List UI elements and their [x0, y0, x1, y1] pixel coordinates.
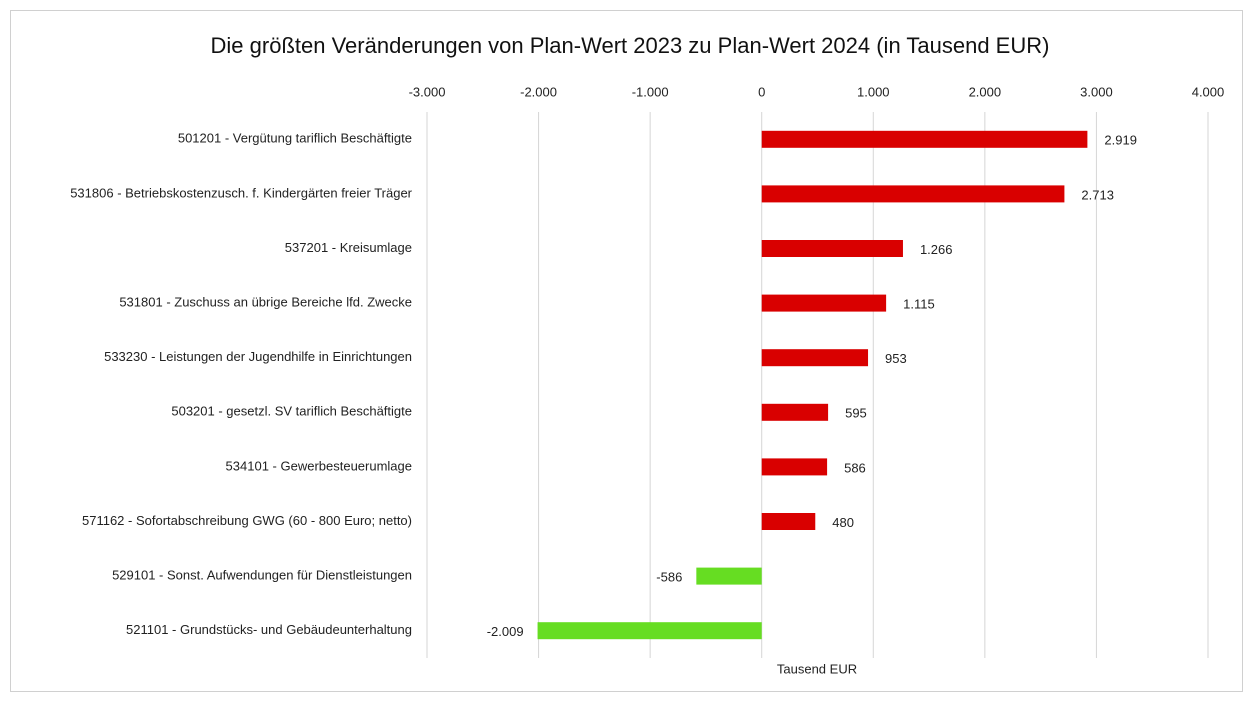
bar — [761, 130, 1088, 148]
x-axis-title: Tausend EUR — [777, 661, 857, 676]
value-label: 2.713 — [1081, 187, 1114, 202]
bar — [761, 403, 829, 421]
y-tick-label: 534101 - Gewerbesteuerumlage — [226, 458, 412, 473]
x-tick-label: -1.000 — [632, 84, 669, 99]
value-label: 1.266 — [920, 242, 953, 257]
bar — [696, 567, 762, 585]
x-tick-label: 0 — [758, 84, 765, 99]
x-tick-label: -2.000 — [520, 84, 557, 99]
y-tick-label: 533230 - Leistungen der Jugendhilfe in E… — [104, 349, 412, 364]
y-tick-label: 537201 - Kreisumlage — [285, 240, 412, 255]
bar — [761, 458, 828, 476]
y-tick-label: 531806 - Betriebskostenzusch. f. Kinderg… — [70, 185, 412, 200]
y-tick-label: 521101 - Grundstücks- und Gebäudeunterha… — [126, 622, 412, 637]
value-label: 953 — [885, 351, 907, 366]
value-label: 595 — [845, 406, 867, 421]
value-label: 480 — [832, 515, 854, 530]
y-tick-label: 503201 - gesetzl. SV tariflich Beschäfti… — [171, 404, 412, 419]
value-label: 1.115 — [903, 297, 935, 312]
bar — [761, 185, 1065, 203]
chart-border — [10, 10, 1243, 692]
bar — [761, 240, 903, 257]
value-label: 586 — [844, 460, 866, 475]
x-tick-label: -3.000 — [409, 84, 446, 99]
y-tick-label: 531801 - Zuschuss an übrige Bereiche lfd… — [119, 295, 412, 310]
chart-title: Die größten Veränderungen von Plan-Wert … — [211, 33, 1050, 58]
value-label: -586 — [656, 570, 682, 585]
y-tick-label: 571162 - Sofortabschreibung GWG (60 - 80… — [82, 513, 412, 528]
x-tick-label: 1.000 — [857, 84, 890, 99]
bar — [761, 294, 887, 312]
value-label: 2.919 — [1104, 133, 1137, 148]
x-tick-label: 4.000 — [1192, 84, 1225, 99]
value-label: -2.009 — [487, 624, 524, 639]
y-tick-label: 529101 - Sonst. Aufwendungen für Dienstl… — [112, 568, 412, 583]
x-tick-label: 2.000 — [969, 84, 1002, 99]
bar — [537, 622, 762, 640]
bar — [761, 513, 816, 530]
bar — [761, 349, 869, 367]
x-tick-label: 3.000 — [1080, 84, 1113, 99]
y-tick-label: 501201 - Vergütung tariflich Beschäftigt… — [178, 131, 412, 146]
